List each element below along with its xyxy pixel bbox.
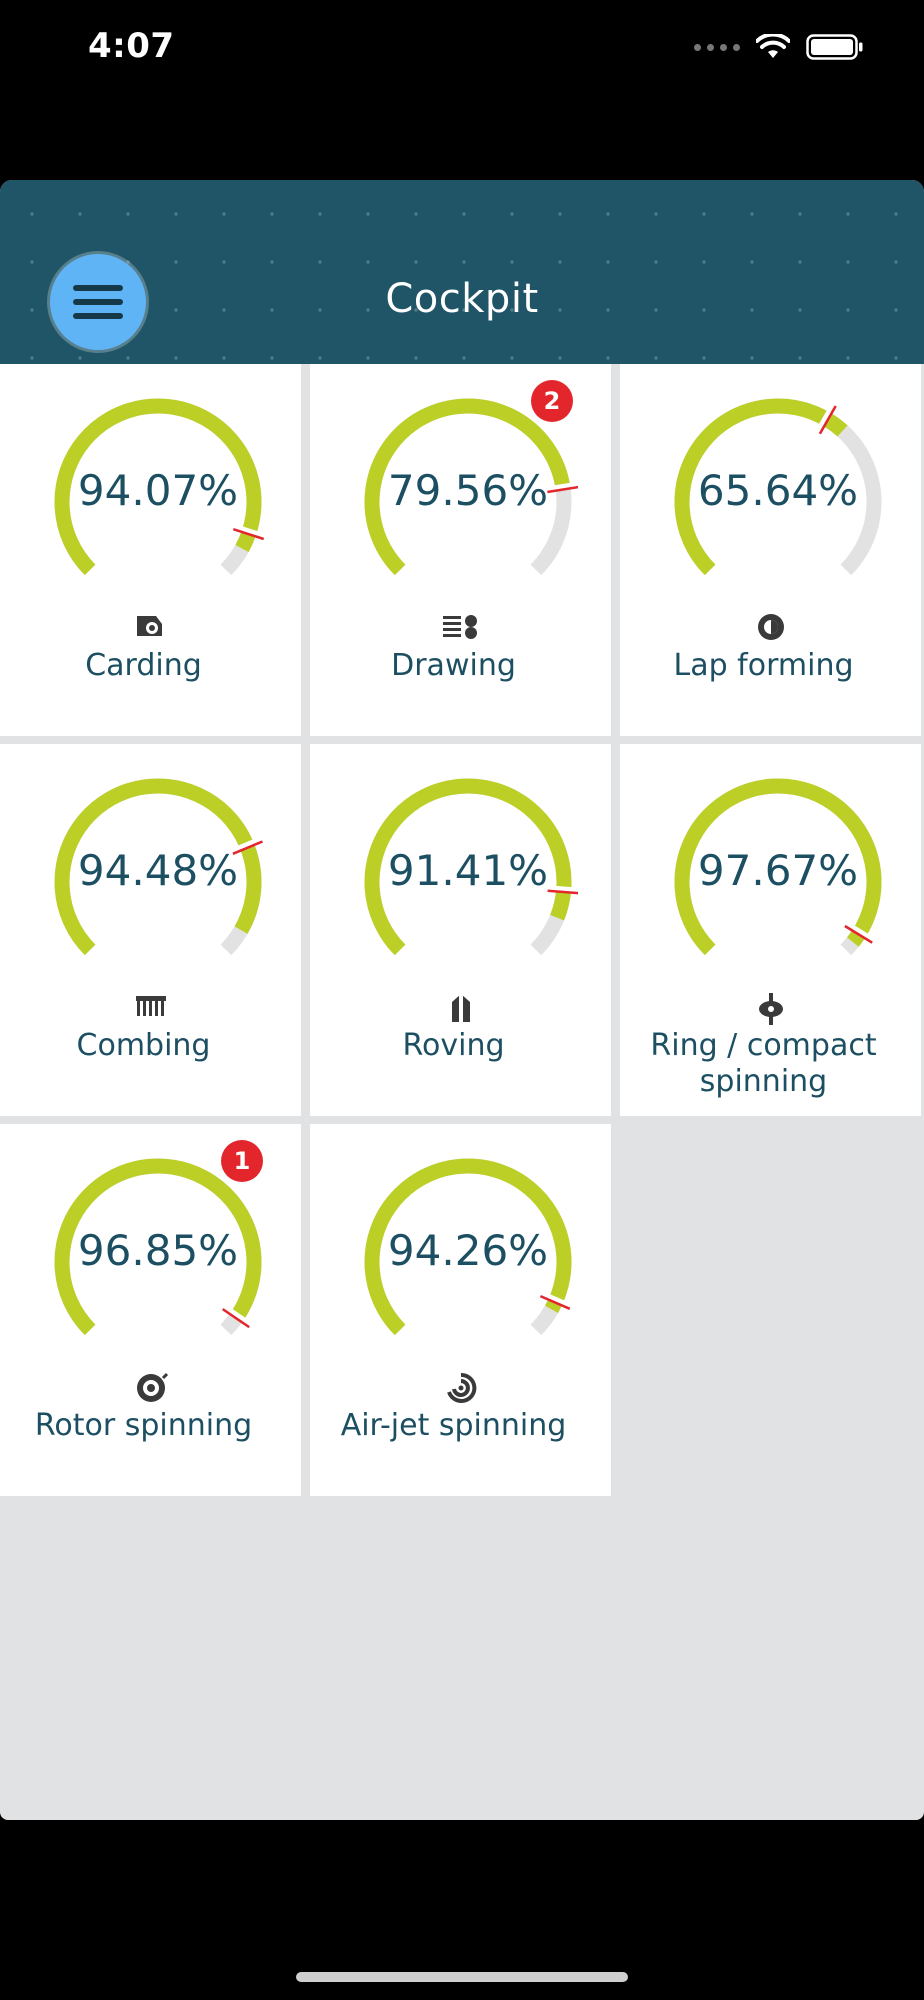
target-marker-line [539,1294,571,1310]
target-marker [233,523,266,540]
gauge-value: 91.41% [387,846,549,895]
combing-icon [0,992,301,1026]
gauge-fill [54,778,262,956]
tile-label: Air-jet spinning [340,1408,567,1443]
gauge-value: 65.64% [697,466,859,515]
target-marker-line [844,924,873,944]
air-jet-spinning-icon [310,1372,611,1406]
gauge-fill [54,1158,262,1336]
menu-button[interactable] [50,254,146,350]
gauge-fill [364,1158,572,1336]
status-time: 4:07 [88,26,175,66]
process-tile-ring-compact-spinning[interactable]: 97.67% Ring / compact spinning [620,744,921,1116]
hamburger-menu-icon [73,285,123,291]
tile-label: Rotor spinning [34,1408,253,1443]
target-marker [547,885,578,894]
gauge [674,778,882,956]
gauge [364,778,578,956]
target-marker [540,1291,572,1310]
gauge-value: 94.26% [387,1226,549,1275]
process-tile-roving[interactable]: 91.41% Roving [310,744,611,1116]
gauge [54,1158,262,1336]
process-tile-lap-forming[interactable]: 65.64% Lap forming [620,364,921,736]
gauge-value: 94.07% [77,466,239,515]
gauge [54,778,263,956]
gauge-value: 97.67% [697,846,859,895]
target-marker [844,921,876,944]
target-marker-line [818,405,837,435]
tile-label: Combing [76,1028,211,1063]
tile-label: Roving [402,1028,505,1063]
lap-forming-icon [620,612,921,646]
alert-badge: 2 [531,380,573,422]
gauge [674,398,882,576]
process-tile-air-jet-spinning[interactable]: 94.26% Air-jet spinning [310,1124,611,1496]
process-tile-combing[interactable]: 94.48% Combing [0,744,301,1116]
process-tile-carding[interactable]: 94.07% Carding [0,364,301,736]
tile-label: Lap forming [673,648,854,683]
target-marker [222,1304,253,1328]
target-marker-line [547,889,578,895]
status-bar: 4:07 [0,0,924,100]
ring-spinning-icon [620,992,921,1026]
roving-icon [310,992,611,1026]
app-window: Cockpit 94.07% Carding 79.56% Drawing 2 … [0,180,924,1820]
home-indicator[interactable] [296,1972,628,1982]
alert-badge: 1 [221,1140,263,1182]
target-marker-line [232,840,263,855]
gauge-fill [364,398,570,576]
target-marker [230,836,263,855]
gauge-value: 96.85% [77,1226,239,1275]
process-tile-rotor-spinning[interactable]: 96.85% Rotor spinning 1 [0,1124,301,1496]
tile-label: Ring / compact spinning [650,1028,877,1099]
gauge [54,398,266,576]
carding-icon [0,612,301,646]
process-tile-drawing[interactable]: 79.56% Drawing 2 [310,364,611,736]
target-marker [546,481,578,493]
header-bar: Cockpit [0,180,924,364]
drawing-icon [310,612,611,646]
target-marker-line [547,485,578,494]
wifi-icon [756,34,790,58]
gauge-value: 94.48% [77,846,239,895]
gauge-fill [674,778,882,956]
battery-icon [806,34,863,60]
target-marker [814,403,837,434]
gauge [364,1158,572,1336]
gauge-fill [54,398,262,576]
tile-label: Drawing [391,648,516,683]
status-icons [694,34,864,60]
gauge-value: 79.56% [387,466,549,515]
gauge [364,398,578,576]
target-marker-line [232,528,265,541]
gauge-fill [674,398,848,576]
gauge-fill [364,778,572,956]
tile-label: Carding [85,648,202,683]
rotor-spinning-icon [0,1372,301,1406]
page-title: Cockpit [385,276,539,322]
cellular-signal-icon [694,43,740,51]
target-marker-line [221,1308,250,1329]
